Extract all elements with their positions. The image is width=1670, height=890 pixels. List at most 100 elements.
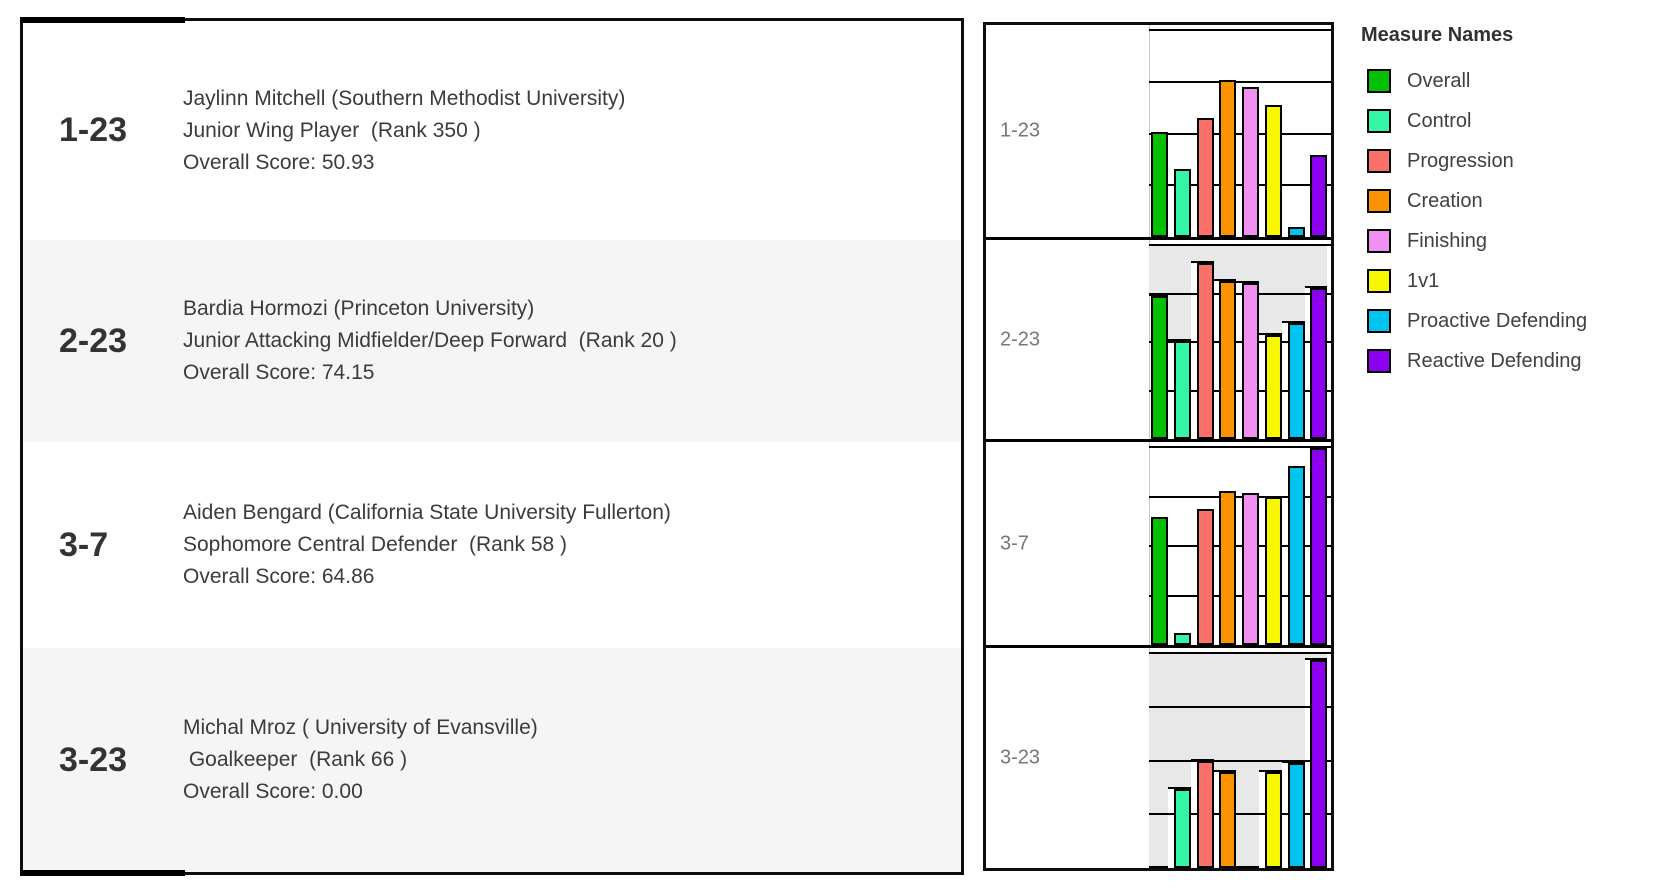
legend-item-reactive-defending[interactable]: Reactive Defending xyxy=(1355,341,1587,381)
rank-label: 3-23 xyxy=(59,740,128,779)
band-reactive-defending xyxy=(1305,654,1327,660)
player-info: Michal Mroz ( University of Evansville) … xyxy=(183,712,961,808)
legend-item-creation[interactable]: Creation xyxy=(1355,181,1587,221)
player-position: Goalkeeper (Rank 66 ) xyxy=(183,748,408,771)
gridline-100 xyxy=(1149,652,1331,654)
player-score: Overall Score: 64.86 xyxy=(183,565,375,588)
pane-plot-area xyxy=(1149,240,1331,439)
legend-item-overall[interactable]: Overall xyxy=(1355,61,1587,101)
legend-item-1v1[interactable]: 1v1 xyxy=(1355,261,1587,301)
band-finishing xyxy=(1236,246,1259,283)
bar-overall[interactable] xyxy=(1151,132,1168,237)
bar-control[interactable] xyxy=(1174,169,1191,237)
legend-item-progression[interactable]: Progression xyxy=(1355,141,1587,181)
player-info: Bardia Hormozi (Princeton University) Ju… xyxy=(183,293,961,389)
bar-progression[interactable] xyxy=(1197,761,1214,868)
gridline-25 xyxy=(1149,390,1331,392)
player-name: Jaylinn Mitchell (Southern Methodist Uni… xyxy=(183,86,626,110)
legend-swatch-reactive-defending xyxy=(1367,349,1391,373)
player-score: Overall Score: 74.15 xyxy=(183,361,375,384)
player-name: Bardia Hormozi (Princeton University) xyxy=(183,297,535,320)
pane-label: 3-23 xyxy=(1000,746,1041,769)
player-name: Aiden Bengard (California State Universi… xyxy=(183,501,671,524)
player-name: Michal Mroz ( University of Evansville) xyxy=(183,716,538,739)
pane-plot-area xyxy=(1149,648,1331,868)
bar-proactive-defending[interactable] xyxy=(1288,763,1305,868)
chart-pane-3-7: 3-7 xyxy=(986,439,1331,645)
gridline-50 xyxy=(1149,133,1331,135)
rank-label: 3-7 xyxy=(59,525,109,564)
legend-swatch-creation xyxy=(1367,189,1391,213)
bar-1v1[interactable] xyxy=(1265,335,1282,439)
legend-label: Control xyxy=(1407,109,1472,132)
band-proactive-defending xyxy=(1282,246,1305,323)
measure-legend: Measure Names Overall Control Progression C… xyxy=(1355,24,1587,381)
legend-swatch-proactive-defending xyxy=(1367,309,1391,333)
bar-creation[interactable] xyxy=(1219,491,1236,645)
gridline-50 xyxy=(1149,341,1331,343)
gridline-25 xyxy=(1149,184,1331,186)
legend-label: Overall xyxy=(1407,69,1471,92)
player-info: Aiden Bengard (California State Universi… xyxy=(183,497,961,593)
band-reactive-defending xyxy=(1305,246,1327,288)
bar-control[interactable] xyxy=(1174,341,1191,439)
gridline-75 xyxy=(1149,293,1331,295)
legend-swatch-finishing xyxy=(1367,229,1391,253)
bar-creation[interactable] xyxy=(1219,772,1236,868)
rank-label: 1-23 xyxy=(59,111,128,149)
bar-control[interactable] xyxy=(1174,633,1191,645)
band-control xyxy=(1168,654,1191,789)
gridline-75 xyxy=(1149,496,1331,498)
legend-label: Proactive Defending xyxy=(1407,309,1588,332)
bar-finishing[interactable] xyxy=(1242,87,1259,237)
table-row[interactable]: 3-7 Aiden Bengard (California State Univ… xyxy=(23,442,961,648)
gridline-25 xyxy=(1149,595,1331,597)
pane-plot-area xyxy=(1149,442,1331,645)
gridline-75 xyxy=(1149,81,1331,83)
legend-label: Reactive Defending xyxy=(1407,349,1582,372)
pane-label: 1-23 xyxy=(1000,119,1041,142)
bar-finishing[interactable] xyxy=(1242,493,1259,645)
band-1v1 xyxy=(1259,246,1282,335)
table-header-border-bottom xyxy=(20,870,185,876)
pane-plot-area xyxy=(1149,25,1331,237)
legend-swatch-progression xyxy=(1367,149,1391,173)
player-info: Jaylinn Mitchell (Southern Methodist Uni… xyxy=(183,83,961,179)
legend-swatch-1v1 xyxy=(1367,269,1391,293)
legend-item-finishing[interactable]: Finishing xyxy=(1355,221,1587,261)
bar-progression[interactable] xyxy=(1197,509,1214,645)
bar-reactive-defending[interactable] xyxy=(1310,155,1327,237)
legend-swatch-control xyxy=(1367,109,1391,133)
bar-proactive-defending[interactable] xyxy=(1288,466,1305,645)
bar-reactive-defending[interactable] xyxy=(1310,448,1327,645)
bar-1v1[interactable] xyxy=(1265,105,1282,237)
player-position: Junior Wing Player (Rank 350 ) xyxy=(183,118,481,142)
bar-progression[interactable] xyxy=(1197,263,1214,439)
axis-line xyxy=(1149,442,1150,645)
bar-reactive-defending[interactable] xyxy=(1310,288,1327,439)
legend-swatch-overall xyxy=(1367,69,1391,93)
bar-overall[interactable] xyxy=(1151,296,1168,439)
table-row[interactable]: 2-23 Bardia Hormozi (Princeton Universit… xyxy=(23,240,961,442)
bar-control[interactable] xyxy=(1174,789,1191,868)
bar-overall[interactable] xyxy=(1151,517,1168,645)
rank-label: 2-23 xyxy=(59,321,128,360)
bar-progression[interactable] xyxy=(1197,118,1214,237)
bar-proactive-defending[interactable] xyxy=(1288,227,1305,237)
bar-proactive-defending[interactable] xyxy=(1288,323,1305,439)
legend-item-control[interactable]: Control xyxy=(1355,101,1587,141)
bar-1v1[interactable] xyxy=(1265,772,1282,868)
band-overall xyxy=(1149,246,1168,296)
charts-panel: 1-23 2-23 3-7 3-23 xyxy=(983,22,1334,871)
bar-creation[interactable] xyxy=(1219,281,1236,439)
bar-creation[interactable] xyxy=(1219,80,1236,237)
band-proactive-defending xyxy=(1282,654,1305,763)
band-1v1 xyxy=(1259,654,1282,772)
bar-1v1[interactable] xyxy=(1265,497,1282,645)
bar-reactive-defending[interactable] xyxy=(1310,660,1327,868)
legend-item-proactive-defending[interactable]: Proactive Defending xyxy=(1355,301,1587,341)
table-row[interactable]: 1-23 Jaylinn Mitchell (Southern Methodis… xyxy=(23,21,961,240)
bar-finishing[interactable] xyxy=(1242,283,1259,439)
table-row[interactable]: 3-23 Michal Mroz ( University of Evansvi… xyxy=(23,648,961,872)
player-position: Sophomore Central Defender (Rank 58 ) xyxy=(183,533,568,556)
